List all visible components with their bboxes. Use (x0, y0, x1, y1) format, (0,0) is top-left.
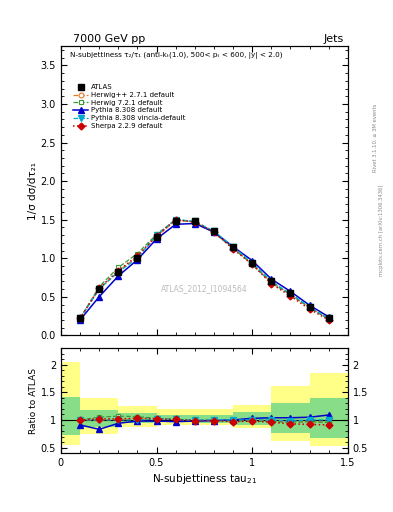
Y-axis label: 1/σ dσ/dτ₂₁: 1/σ dσ/dτ₂₁ (28, 162, 38, 220)
Y-axis label: Ratio to ATLAS: Ratio to ATLAS (29, 368, 38, 434)
Text: ATLAS_2012_I1094564: ATLAS_2012_I1094564 (161, 285, 248, 293)
Text: 7000 GeV pp: 7000 GeV pp (73, 33, 145, 44)
Text: N-subjettiness τ₂/τ₁ (anti-kₜ(1.0), 500< pₜ < 600, |y| < 2.0): N-subjettiness τ₂/τ₁ (anti-kₜ(1.0), 500<… (70, 52, 282, 59)
X-axis label: N-subjettiness tau$_{21}$: N-subjettiness tau$_{21}$ (152, 472, 257, 486)
Text: mcplots.cern.ch [arXiv:1306.3436]: mcplots.cern.ch [arXiv:1306.3436] (379, 185, 384, 276)
Legend: ATLAS, Herwig++ 2.7.1 default, Herwig 7.2.1 default, Pythia 8.308 default, Pythi: ATLAS, Herwig++ 2.7.1 default, Herwig 7.… (73, 84, 185, 129)
Text: Rivet 3.1.10, ≥ 3M events: Rivet 3.1.10, ≥ 3M events (373, 104, 378, 173)
Text: Jets: Jets (323, 33, 344, 44)
